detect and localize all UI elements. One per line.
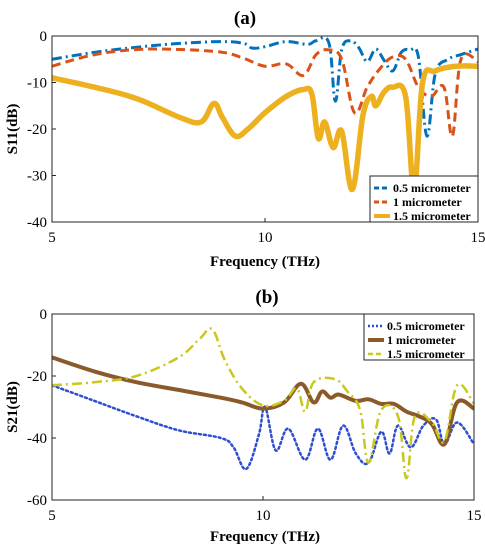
chart-b-ylabel: S21(dB) xyxy=(5,381,21,433)
chart-a-series-1-line xyxy=(52,36,478,138)
chart-b-ytick-label: -60 xyxy=(27,493,47,509)
chart-a-xtick-label: 5 xyxy=(48,230,56,246)
chart-a-ytick-label: -10 xyxy=(27,76,47,92)
chart-b-xtick-label: 15 xyxy=(467,508,482,524)
chart-a-xtick-label: 15 xyxy=(471,230,485,246)
chart-a-legend-label: 1.5 micrometer xyxy=(393,209,471,223)
chart-b-title: (b) xyxy=(255,287,278,308)
chart-a-xtick-label: 10 xyxy=(258,230,273,246)
chart-b-legend-box xyxy=(363,313,475,361)
chart-b: (b) 5 10 15 0 -20 -40 -60 Frequency (THz) S21(… xyxy=(5,287,482,545)
chart-b-xlabel: Frequency (THz) xyxy=(210,529,320,545)
chart-a-xlabel: Frequency (THz) xyxy=(210,254,320,270)
chart-a-series-3-line xyxy=(52,63,478,193)
chart-b-series-layer xyxy=(52,327,474,480)
chart-a-ytick-label: -30 xyxy=(27,169,47,185)
chart-b-legend-label: 0.5 micrometer xyxy=(387,319,465,333)
chart-b-xtick-label: 5 xyxy=(48,508,56,524)
chart-b-ytick-label: -20 xyxy=(27,369,47,385)
chart-a-ticks: 5 10 15 0 -10 -20 -30 -40 xyxy=(27,29,485,246)
chart-a: (a) 5 10 15 0 -10 -20 -30 -40 Frequency (THz) S… xyxy=(5,8,485,270)
chart-b-legend-label: 1 micrometer xyxy=(387,333,456,347)
chart-a-series-layer xyxy=(52,36,478,193)
chart-b-ytick-label: -40 xyxy=(27,431,47,447)
chart-a-ytick-label: -40 xyxy=(27,215,47,231)
chart-b-ticks: 5 10 15 0 -20 -40 -60 xyxy=(27,307,482,524)
chart-a-ytick-label: 0 xyxy=(40,29,48,45)
chart-a-series-2-line xyxy=(52,47,478,138)
chart-b-series-2-line xyxy=(52,355,474,447)
chart-b-series-3-line xyxy=(52,327,474,480)
chart-a-ytick-label: -20 xyxy=(27,122,47,138)
chart-a-ylabel: S11(dB) xyxy=(5,104,21,155)
chart-a-title: (a) xyxy=(234,8,256,29)
chart-a-legend-label: 1 micrometer xyxy=(393,195,462,209)
chart-b-series-1-line xyxy=(52,384,474,471)
chart-a-legend-label: 0.5 micrometer xyxy=(393,181,471,195)
chart-b-legend-label: 1.5 micrometer xyxy=(387,347,465,361)
chart-b-ytick-label: 0 xyxy=(40,307,48,323)
chart-b-xtick-label: 10 xyxy=(256,508,271,524)
